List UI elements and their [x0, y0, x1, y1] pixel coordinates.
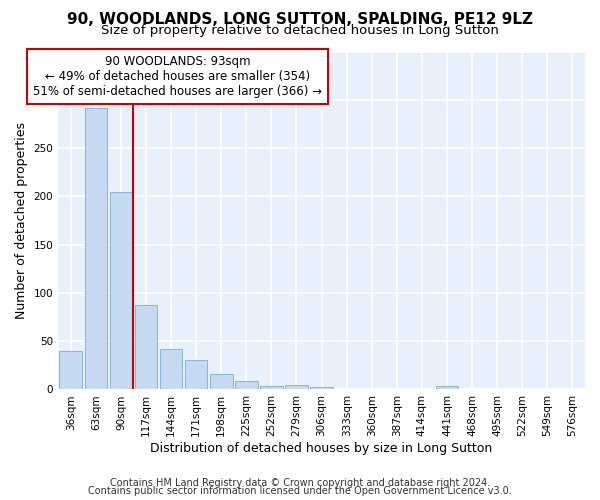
Text: 90 WOODLANDS: 93sqm
← 49% of detached houses are smaller (354)
51% of semi-detac: 90 WOODLANDS: 93sqm ← 49% of detached ho… [33, 55, 322, 98]
Text: Contains public sector information licensed under the Open Government Licence v3: Contains public sector information licen… [88, 486, 512, 496]
Bar [160, 349, 182, 390]
X-axis label: Distribution of detached houses by size in Long Sutton: Distribution of detached houses by size … [151, 442, 493, 455]
Bar [260, 386, 283, 390]
Text: 90, WOODLANDS, LONG SUTTON, SPALDING, PE12 9LZ: 90, WOODLANDS, LONG SUTTON, SPALDING, PE… [67, 12, 533, 28]
Bar [59, 351, 82, 390]
Bar [85, 108, 107, 390]
Bar [235, 381, 257, 390]
Text: Size of property relative to detached houses in Long Sutton: Size of property relative to detached ho… [101, 24, 499, 37]
Bar [285, 384, 308, 390]
Bar [185, 360, 208, 390]
Text: Contains HM Land Registry data © Crown copyright and database right 2024.: Contains HM Land Registry data © Crown c… [110, 478, 490, 488]
Bar [110, 192, 132, 390]
Bar [436, 386, 458, 390]
Bar [134, 306, 157, 390]
Y-axis label: Number of detached properties: Number of detached properties [15, 122, 28, 319]
Bar [210, 374, 233, 390]
Bar [310, 386, 333, 390]
